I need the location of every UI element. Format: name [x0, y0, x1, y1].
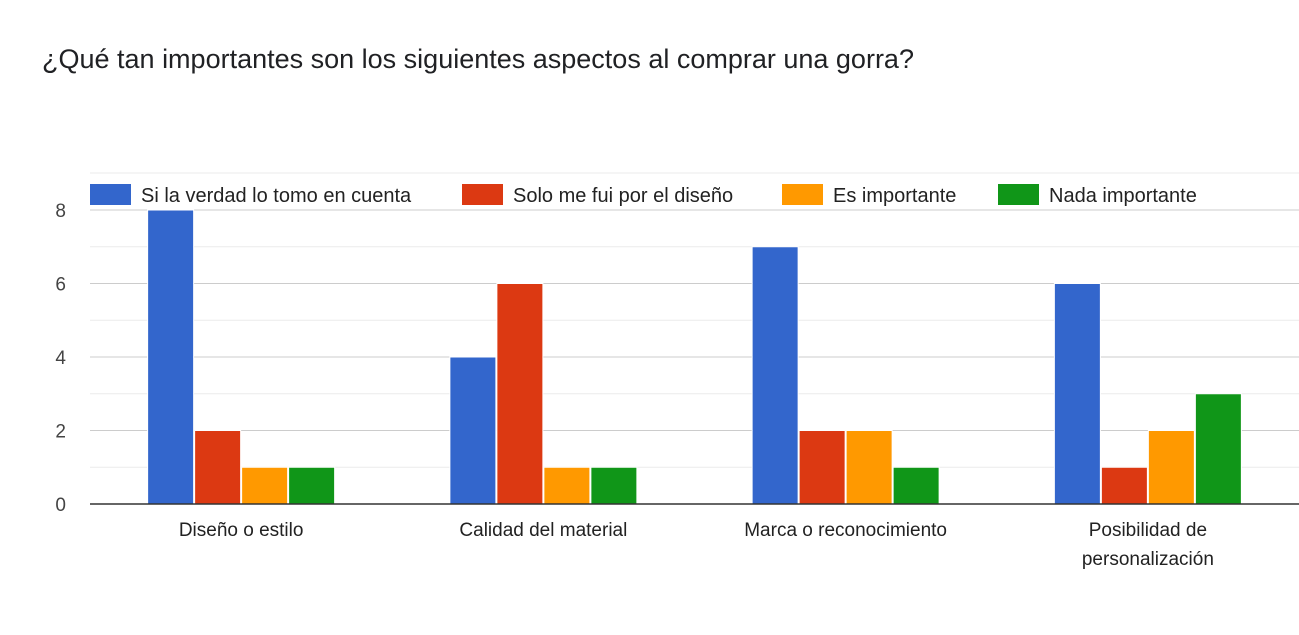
bar — [449, 356, 497, 505]
bar — [1100, 466, 1148, 505]
legend-swatch — [462, 184, 503, 205]
legend-label: Es importante — [833, 185, 956, 207]
legend-swatch — [782, 184, 823, 205]
bar — [590, 466, 638, 505]
x-tick-label: Marca o reconocimiento — [744, 520, 947, 541]
y-axis-ticks: 0 2 4 6 8 — [55, 201, 66, 516]
y-tick-label: 6 — [55, 275, 66, 296]
bar — [892, 466, 940, 505]
bar — [241, 466, 289, 505]
legend-swatch — [998, 184, 1039, 205]
bar — [1053, 283, 1101, 505]
bar — [288, 466, 336, 505]
legend-swatch — [90, 184, 131, 205]
bar — [147, 209, 195, 505]
bar — [496, 283, 544, 505]
y-tick-label: 2 — [55, 422, 66, 443]
x-tick-label: Posibilidad de — [1089, 520, 1207, 541]
legend: Si la verdad lo tomo en cuenta Solo me fu… — [90, 184, 1197, 207]
legend-label: Si la verdad lo tomo en cuenta — [141, 185, 412, 207]
y-tick-label: 0 — [55, 495, 66, 516]
x-tick-label: Diseño o estilo — [179, 520, 304, 541]
bar — [798, 430, 846, 505]
x-tick-label: personalización — [1082, 549, 1214, 570]
x-tick-label: Calidad del material — [459, 520, 627, 541]
bars — [90, 209, 1299, 505]
bar — [1147, 430, 1195, 505]
bar — [845, 430, 893, 505]
bar — [751, 246, 799, 505]
chart-title: ¿Qué tan importantes son los siguientes … — [42, 44, 914, 74]
y-tick-label: 8 — [55, 201, 66, 222]
grid-lines — [90, 172, 1299, 468]
legend-label: Nada importante — [1049, 185, 1197, 207]
x-axis-labels: Diseño o estilo Calidad del material Marca… — [179, 520, 1214, 570]
legend-label: Solo me fui por el diseño — [513, 185, 733, 207]
bar — [1194, 393, 1242, 505]
y-tick-label: 4 — [55, 348, 66, 369]
bar — [543, 466, 591, 505]
bar — [194, 430, 242, 505]
